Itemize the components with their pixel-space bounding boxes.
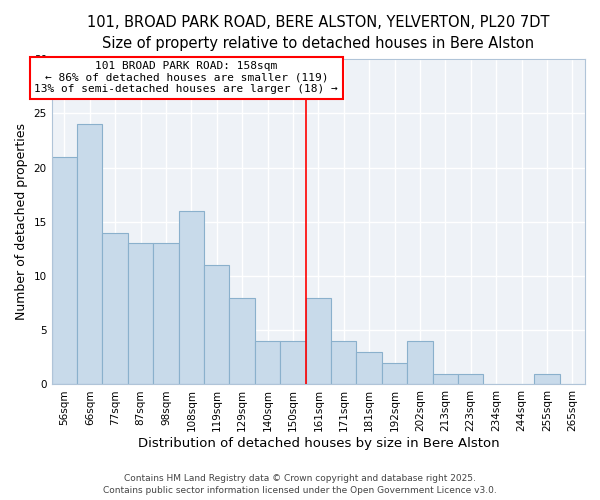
- Bar: [331, 341, 356, 384]
- X-axis label: Distribution of detached houses by size in Bere Alston: Distribution of detached houses by size …: [137, 437, 499, 450]
- Y-axis label: Number of detached properties: Number of detached properties: [15, 124, 28, 320]
- Bar: [103, 232, 128, 384]
- Bar: [128, 244, 153, 384]
- Title: 101, BROAD PARK ROAD, BERE ALSTON, YELVERTON, PL20 7DT
Size of property relative: 101, BROAD PARK ROAD, BERE ALSTON, YELVE…: [87, 15, 550, 51]
- Text: 101 BROAD PARK ROAD: 158sqm
← 86% of detached houses are smaller (119)
13% of se: 101 BROAD PARK ROAD: 158sqm ← 86% of det…: [34, 62, 338, 94]
- Bar: [382, 363, 407, 384]
- Bar: [52, 156, 77, 384]
- Bar: [77, 124, 103, 384]
- Bar: [305, 298, 331, 384]
- Bar: [458, 374, 484, 384]
- Bar: [356, 352, 382, 384]
- Bar: [255, 341, 280, 384]
- Text: Contains HM Land Registry data © Crown copyright and database right 2025.
Contai: Contains HM Land Registry data © Crown c…: [103, 474, 497, 495]
- Bar: [280, 341, 305, 384]
- Bar: [229, 298, 255, 384]
- Bar: [204, 265, 229, 384]
- Bar: [407, 341, 433, 384]
- Bar: [153, 244, 179, 384]
- Bar: [433, 374, 458, 384]
- Bar: [179, 211, 204, 384]
- Bar: [534, 374, 560, 384]
